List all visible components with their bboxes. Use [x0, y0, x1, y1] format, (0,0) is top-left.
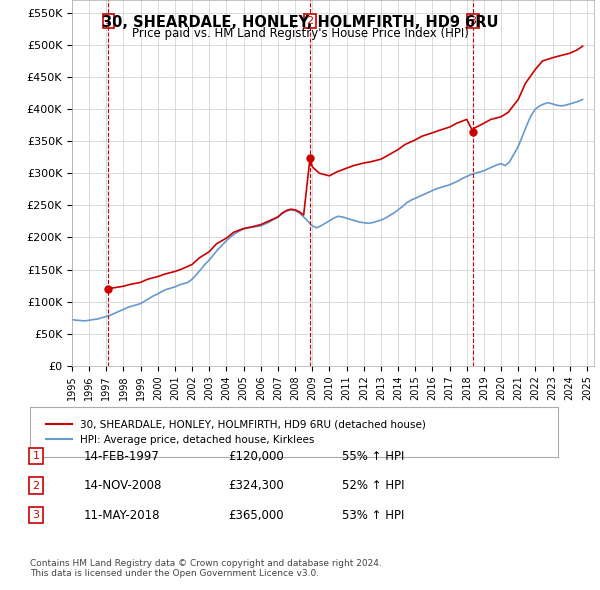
Text: £365,000: £365,000 — [228, 509, 284, 522]
Text: 1: 1 — [32, 451, 40, 461]
Text: 30, SHEARDALE, HONLEY, HOLMFIRTH, HD9 6RU: 30, SHEARDALE, HONLEY, HOLMFIRTH, HD9 6R… — [102, 15, 498, 30]
Text: 14-NOV-2008: 14-NOV-2008 — [84, 479, 163, 492]
Text: 52% ↑ HPI: 52% ↑ HPI — [342, 479, 404, 492]
Text: 3: 3 — [32, 510, 40, 520]
Legend: 30, SHEARDALE, HONLEY, HOLMFIRTH, HD9 6RU (detached house), HPI: Average price, : 30, SHEARDALE, HONLEY, HOLMFIRTH, HD9 6R… — [40, 414, 431, 450]
Text: 55% ↑ HPI: 55% ↑ HPI — [342, 450, 404, 463]
Text: 1: 1 — [105, 16, 112, 26]
Text: £324,300: £324,300 — [228, 479, 284, 492]
Text: 2: 2 — [307, 16, 314, 26]
Text: 11-MAY-2018: 11-MAY-2018 — [84, 509, 161, 522]
Text: £120,000: £120,000 — [228, 450, 284, 463]
Text: 2: 2 — [32, 481, 40, 490]
Text: Contains HM Land Registry data © Crown copyright and database right 2024.
This d: Contains HM Land Registry data © Crown c… — [30, 559, 382, 578]
Text: 3: 3 — [469, 16, 476, 26]
Text: Price paid vs. HM Land Registry's House Price Index (HPI): Price paid vs. HM Land Registry's House … — [131, 27, 469, 40]
Text: 14-FEB-1997: 14-FEB-1997 — [84, 450, 160, 463]
Text: 53% ↑ HPI: 53% ↑ HPI — [342, 509, 404, 522]
